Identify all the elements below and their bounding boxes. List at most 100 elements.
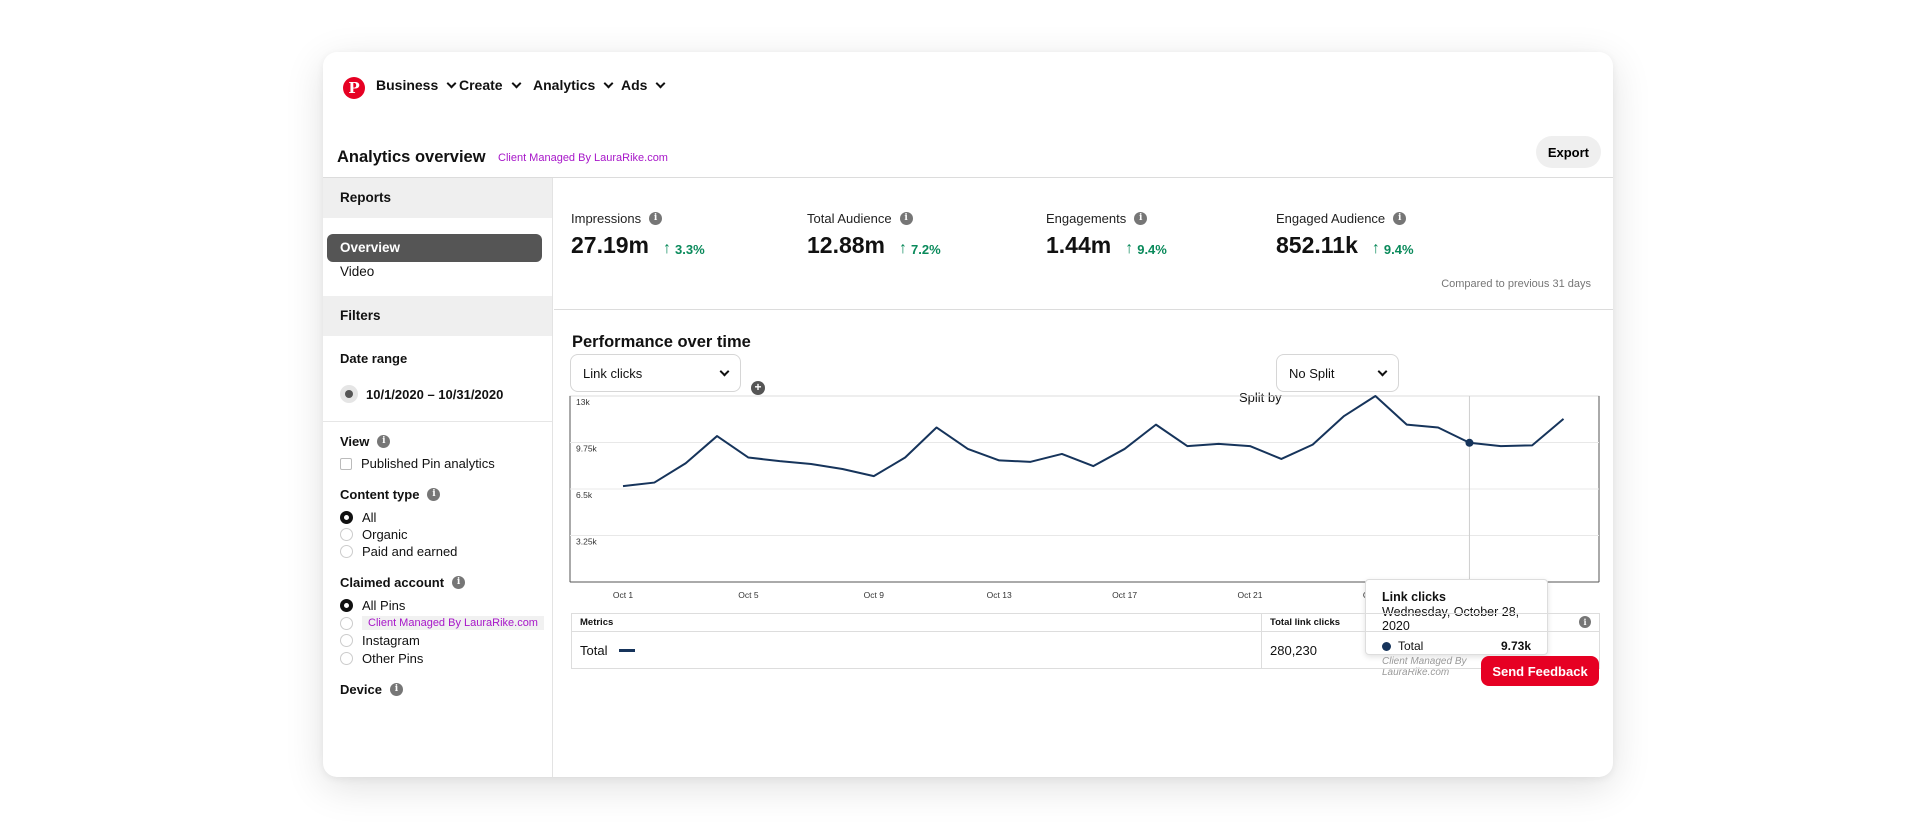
- radio[interactable]: [340, 616, 353, 630]
- content-type-label: Content type i: [340, 487, 441, 502]
- info-icon[interactable]: i: [427, 488, 441, 501]
- table-cell-metric: Total: [572, 632, 1262, 668]
- info-icon[interactable]: i: [377, 435, 391, 448]
- content-type-option: All: [362, 510, 377, 525]
- checkbox[interactable]: [340, 457, 352, 470]
- radio[interactable]: [340, 528, 353, 541]
- published-pin-checkbox[interactable]: Published Pin analytics: [340, 456, 495, 471]
- view-label: View i: [340, 434, 391, 449]
- content-type-option: Paid and earned: [362, 544, 458, 559]
- content-type-all-radio[interactable]: All: [340, 510, 376, 525]
- nav-analytics[interactable]: Analytics: [533, 77, 614, 93]
- split-select[interactable]: No Split: [1276, 354, 1399, 392]
- table-header-total: Total link clicks i: [1262, 614, 1599, 631]
- metric-value: 27.19m: [571, 232, 650, 258]
- arrow-up-icon: ↑: [1371, 240, 1380, 257]
- nav-business[interactable]: Business: [376, 77, 457, 93]
- claimed-client-radio[interactable]: Client Managed By LauraRike.com: [340, 616, 544, 630]
- claimed-all-pins-radio[interactable]: All Pins: [340, 598, 405, 613]
- metric-change-value: 3.3%: [675, 241, 705, 257]
- claimed-option: All Pins: [362, 598, 406, 613]
- content-type-organic-radio[interactable]: Organic: [340, 527, 408, 542]
- chart-tooltip: Link clicks Wednesday, October 28, 2020 …: [1365, 579, 1548, 678]
- tooltip-row: Total 9.73k: [1382, 639, 1531, 653]
- content-type-paid-radio[interactable]: Paid and earned: [340, 544, 457, 559]
- pinterest-logo-icon[interactable]: P: [343, 77, 365, 99]
- nav-business-label: Business: [376, 77, 439, 93]
- radio[interactable]: [340, 545, 353, 558]
- nav-create[interactable]: Create: [459, 77, 522, 93]
- series-dot-icon: [1382, 641, 1391, 651]
- data-point: [1465, 438, 1474, 447]
- date-range-label: Date range: [340, 351, 407, 366]
- arrow-up-icon: ↑: [899, 240, 908, 257]
- metric-change: ↑ 7.2%: [899, 240, 941, 258]
- info-icon[interactable]: i: [389, 683, 403, 696]
- sidebar-item-video[interactable]: Video: [340, 264, 375, 279]
- radio[interactable]: [340, 652, 353, 665]
- tooltip-client: Client Managed By LauraRike.com: [1382, 656, 1467, 678]
- table-header-metrics-label: Metrics: [580, 617, 614, 628]
- info-icon[interactable]: i: [899, 212, 913, 225]
- radio-selected[interactable]: [340, 599, 353, 612]
- divider: [323, 421, 552, 422]
- tooltip-series: Total: [1398, 639, 1424, 653]
- table-row-value: 280,230: [1270, 642, 1317, 658]
- metric-select[interactable]: Link clicks: [570, 354, 741, 392]
- info-icon[interactable]: i: [1579, 616, 1591, 628]
- metric-value: 12.88m: [807, 232, 886, 258]
- info-icon[interactable]: i: [1393, 212, 1407, 225]
- metric-change-value: 9.4%: [1137, 241, 1167, 257]
- x-tick-label: Oct 13: [987, 590, 1012, 600]
- send-feedback-button[interactable]: Send Feedback: [1481, 656, 1599, 686]
- device-label-text: Device: [340, 682, 382, 697]
- sidebar-item-overview[interactable]: Overview: [327, 234, 542, 262]
- metric-label: Total Audience: [807, 211, 892, 226]
- nav-ads[interactable]: Ads: [621, 77, 666, 93]
- date-range-picker[interactable]: 10/1/2020 – 10/31/2020: [340, 385, 503, 403]
- clock-icon: [340, 385, 358, 403]
- legend-line-icon: [619, 648, 636, 652]
- export-button[interactable]: Export: [1535, 136, 1601, 168]
- claimed-account-label-text: Claimed account: [340, 575, 445, 590]
- add-metric-icon[interactable]: +: [751, 381, 765, 395]
- tooltip-title: Link clicks: [1382, 590, 1446, 604]
- device-label: Device i: [340, 682, 403, 697]
- metric-engagements: Engagements i 1.44m ↑ 9.4%: [1046, 211, 1167, 259]
- x-tick-label: Oct 9: [864, 590, 885, 600]
- metrics-table: Metrics Total link clicks i Total 280,230: [571, 613, 1600, 669]
- info-icon[interactable]: i: [649, 212, 663, 225]
- x-tick-label: Oct 17: [1112, 590, 1137, 600]
- line-chart[interactable]: 13k 9.75k 6.5k 3.25k Oct 1 Oct 5 Oct 9 Oct 13 Oc…: [554, 178, 1613, 618]
- chevron-down-icon: [511, 78, 522, 88]
- info-icon[interactable]: i: [452, 576, 466, 589]
- page-title: Analytics overview: [337, 148, 486, 166]
- table-row: Total 280,230: [572, 632, 1599, 668]
- filters-heading: Filters: [323, 296, 552, 336]
- content-type-option: Organic: [362, 527, 408, 542]
- radio-selected[interactable]: [340, 511, 353, 524]
- claimed-instagram-radio[interactable]: Instagram: [340, 633, 420, 648]
- table-row-label: Total: [580, 642, 608, 658]
- metrics-divider: [554, 309, 1613, 310]
- arrow-up-icon: ↑: [1125, 240, 1134, 257]
- metric-select-value: Link clicks: [583, 365, 643, 381]
- series-line-total: [622, 395, 1565, 488]
- claimed-other-radio[interactable]: Other Pins: [340, 651, 423, 666]
- metric-change: ↑ 9.4%: [1125, 240, 1167, 258]
- metric-value: 1.44m: [1046, 232, 1112, 258]
- tooltip-value: 9.73k: [1500, 639, 1531, 653]
- date-range-label-text: Date range: [340, 351, 408, 366]
- claimed-option-client: Client Managed By LauraRike.com: [362, 616, 544, 630]
- published-pin-label: Published Pin analytics: [361, 456, 495, 471]
- split-select-value: No Split: [1289, 365, 1335, 381]
- claimed-account-label: Claimed account i: [340, 575, 466, 590]
- y-tick-label: 3.25k: [576, 537, 598, 547]
- performance-title: Performance over time: [572, 333, 751, 351]
- radio[interactable]: [340, 634, 353, 647]
- chevron-down-icon: [656, 78, 666, 88]
- info-icon[interactable]: i: [1134, 212, 1148, 225]
- header-divider: [323, 177, 1613, 178]
- nav-ads-label: Ads: [621, 77, 648, 93]
- claimed-option: Instagram: [362, 633, 420, 648]
